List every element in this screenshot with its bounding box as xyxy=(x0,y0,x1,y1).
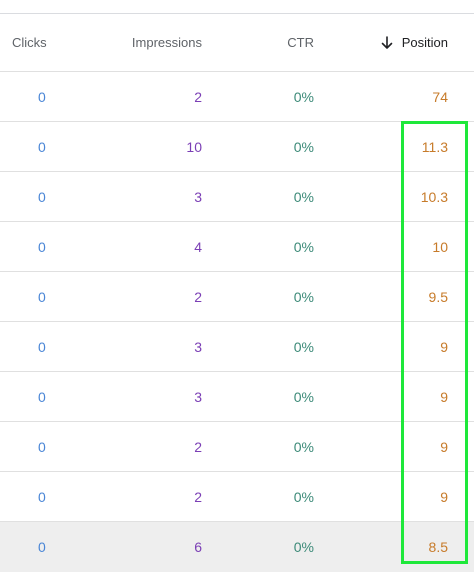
cell-ctr: 0% xyxy=(293,139,314,155)
cell-impressions: 10 xyxy=(186,139,202,155)
table-row[interactable]: 0 10 0% 11.3 xyxy=(0,122,474,172)
table-row[interactable]: 0 3 0% 9 xyxy=(0,322,474,372)
cell-clicks: 0 xyxy=(38,189,46,205)
cell-impressions: 2 xyxy=(194,89,202,105)
cell-position: 9 xyxy=(440,489,448,505)
table-header: Clicks Impressions CTR Position xyxy=(0,14,474,72)
column-header-impressions[interactable]: Impressions xyxy=(131,35,202,50)
cell-clicks: 0 xyxy=(38,139,46,155)
cell-position: 10 xyxy=(432,239,448,255)
cell-position: 9 xyxy=(440,439,448,455)
cell-impressions: 3 xyxy=(194,339,202,355)
cell-impressions: 4 xyxy=(194,239,202,255)
cell-clicks: 0 xyxy=(38,89,46,105)
cell-ctr: 0% xyxy=(293,489,314,505)
cell-ctr: 0% xyxy=(293,339,314,355)
table-body: 0 2 0% 74 0 10 0% 11.3 0 3 0% 10.3 0 4 0% 10 0 2 0% 9.5 0 3 0%… xyxy=(0,72,474,572)
table-row[interactable]: 0 3 0% 10.3 xyxy=(0,172,474,222)
cell-ctr: 0% xyxy=(293,439,314,455)
cell-ctr: 0% xyxy=(293,239,314,255)
cell-position: 10.3 xyxy=(420,189,448,205)
column-header-position-label: Position xyxy=(401,35,448,50)
cell-position: 9 xyxy=(440,339,448,355)
column-header-ctr[interactable]: CTR xyxy=(287,35,314,50)
cell-clicks: 0 xyxy=(38,289,46,305)
cell-clicks: 0 xyxy=(38,339,46,355)
cell-ctr: 0% xyxy=(293,89,314,105)
table-row[interactable]: 0 2 0% 9 xyxy=(0,472,474,522)
cell-clicks: 0 xyxy=(38,239,46,255)
arrow-down-icon xyxy=(381,36,393,49)
cell-position: 9.5 xyxy=(428,289,448,305)
cell-clicks: 0 xyxy=(38,439,46,455)
cell-ctr: 0% xyxy=(293,289,314,305)
cell-position: 11.3 xyxy=(421,139,448,155)
top-divider xyxy=(0,13,474,14)
cell-impressions: 2 xyxy=(194,489,202,505)
table-row[interactable]: 0 2 0% 74 xyxy=(0,72,474,122)
table-row[interactable]: 0 2 0% 9.5 xyxy=(0,272,474,322)
cell-clicks: 0 xyxy=(38,539,46,555)
cell-impressions: 2 xyxy=(194,289,202,305)
column-header-position[interactable]: Position xyxy=(381,14,448,72)
table-row[interactable]: 0 6 0% 8.5 xyxy=(0,522,474,572)
cell-position: 8.5 xyxy=(428,539,448,555)
cell-clicks: 0 xyxy=(38,489,46,505)
cell-clicks: 0 xyxy=(38,389,46,405)
cell-ctr: 0% xyxy=(293,389,314,405)
cell-impressions: 3 xyxy=(194,389,202,405)
cell-impressions: 3 xyxy=(194,189,202,205)
column-header-clicks[interactable]: Clicks xyxy=(12,35,47,50)
cell-ctr: 0% xyxy=(293,189,314,205)
cell-position: 74 xyxy=(432,89,448,105)
cell-ctr: 0% xyxy=(293,539,314,555)
table-row[interactable]: 0 2 0% 9 xyxy=(0,422,474,472)
cell-impressions: 6 xyxy=(194,539,202,555)
table-row[interactable]: 0 4 0% 10 xyxy=(0,222,474,272)
cell-position: 9 xyxy=(440,389,448,405)
table-row[interactable]: 0 3 0% 9 xyxy=(0,372,474,422)
cell-impressions: 2 xyxy=(194,439,202,455)
